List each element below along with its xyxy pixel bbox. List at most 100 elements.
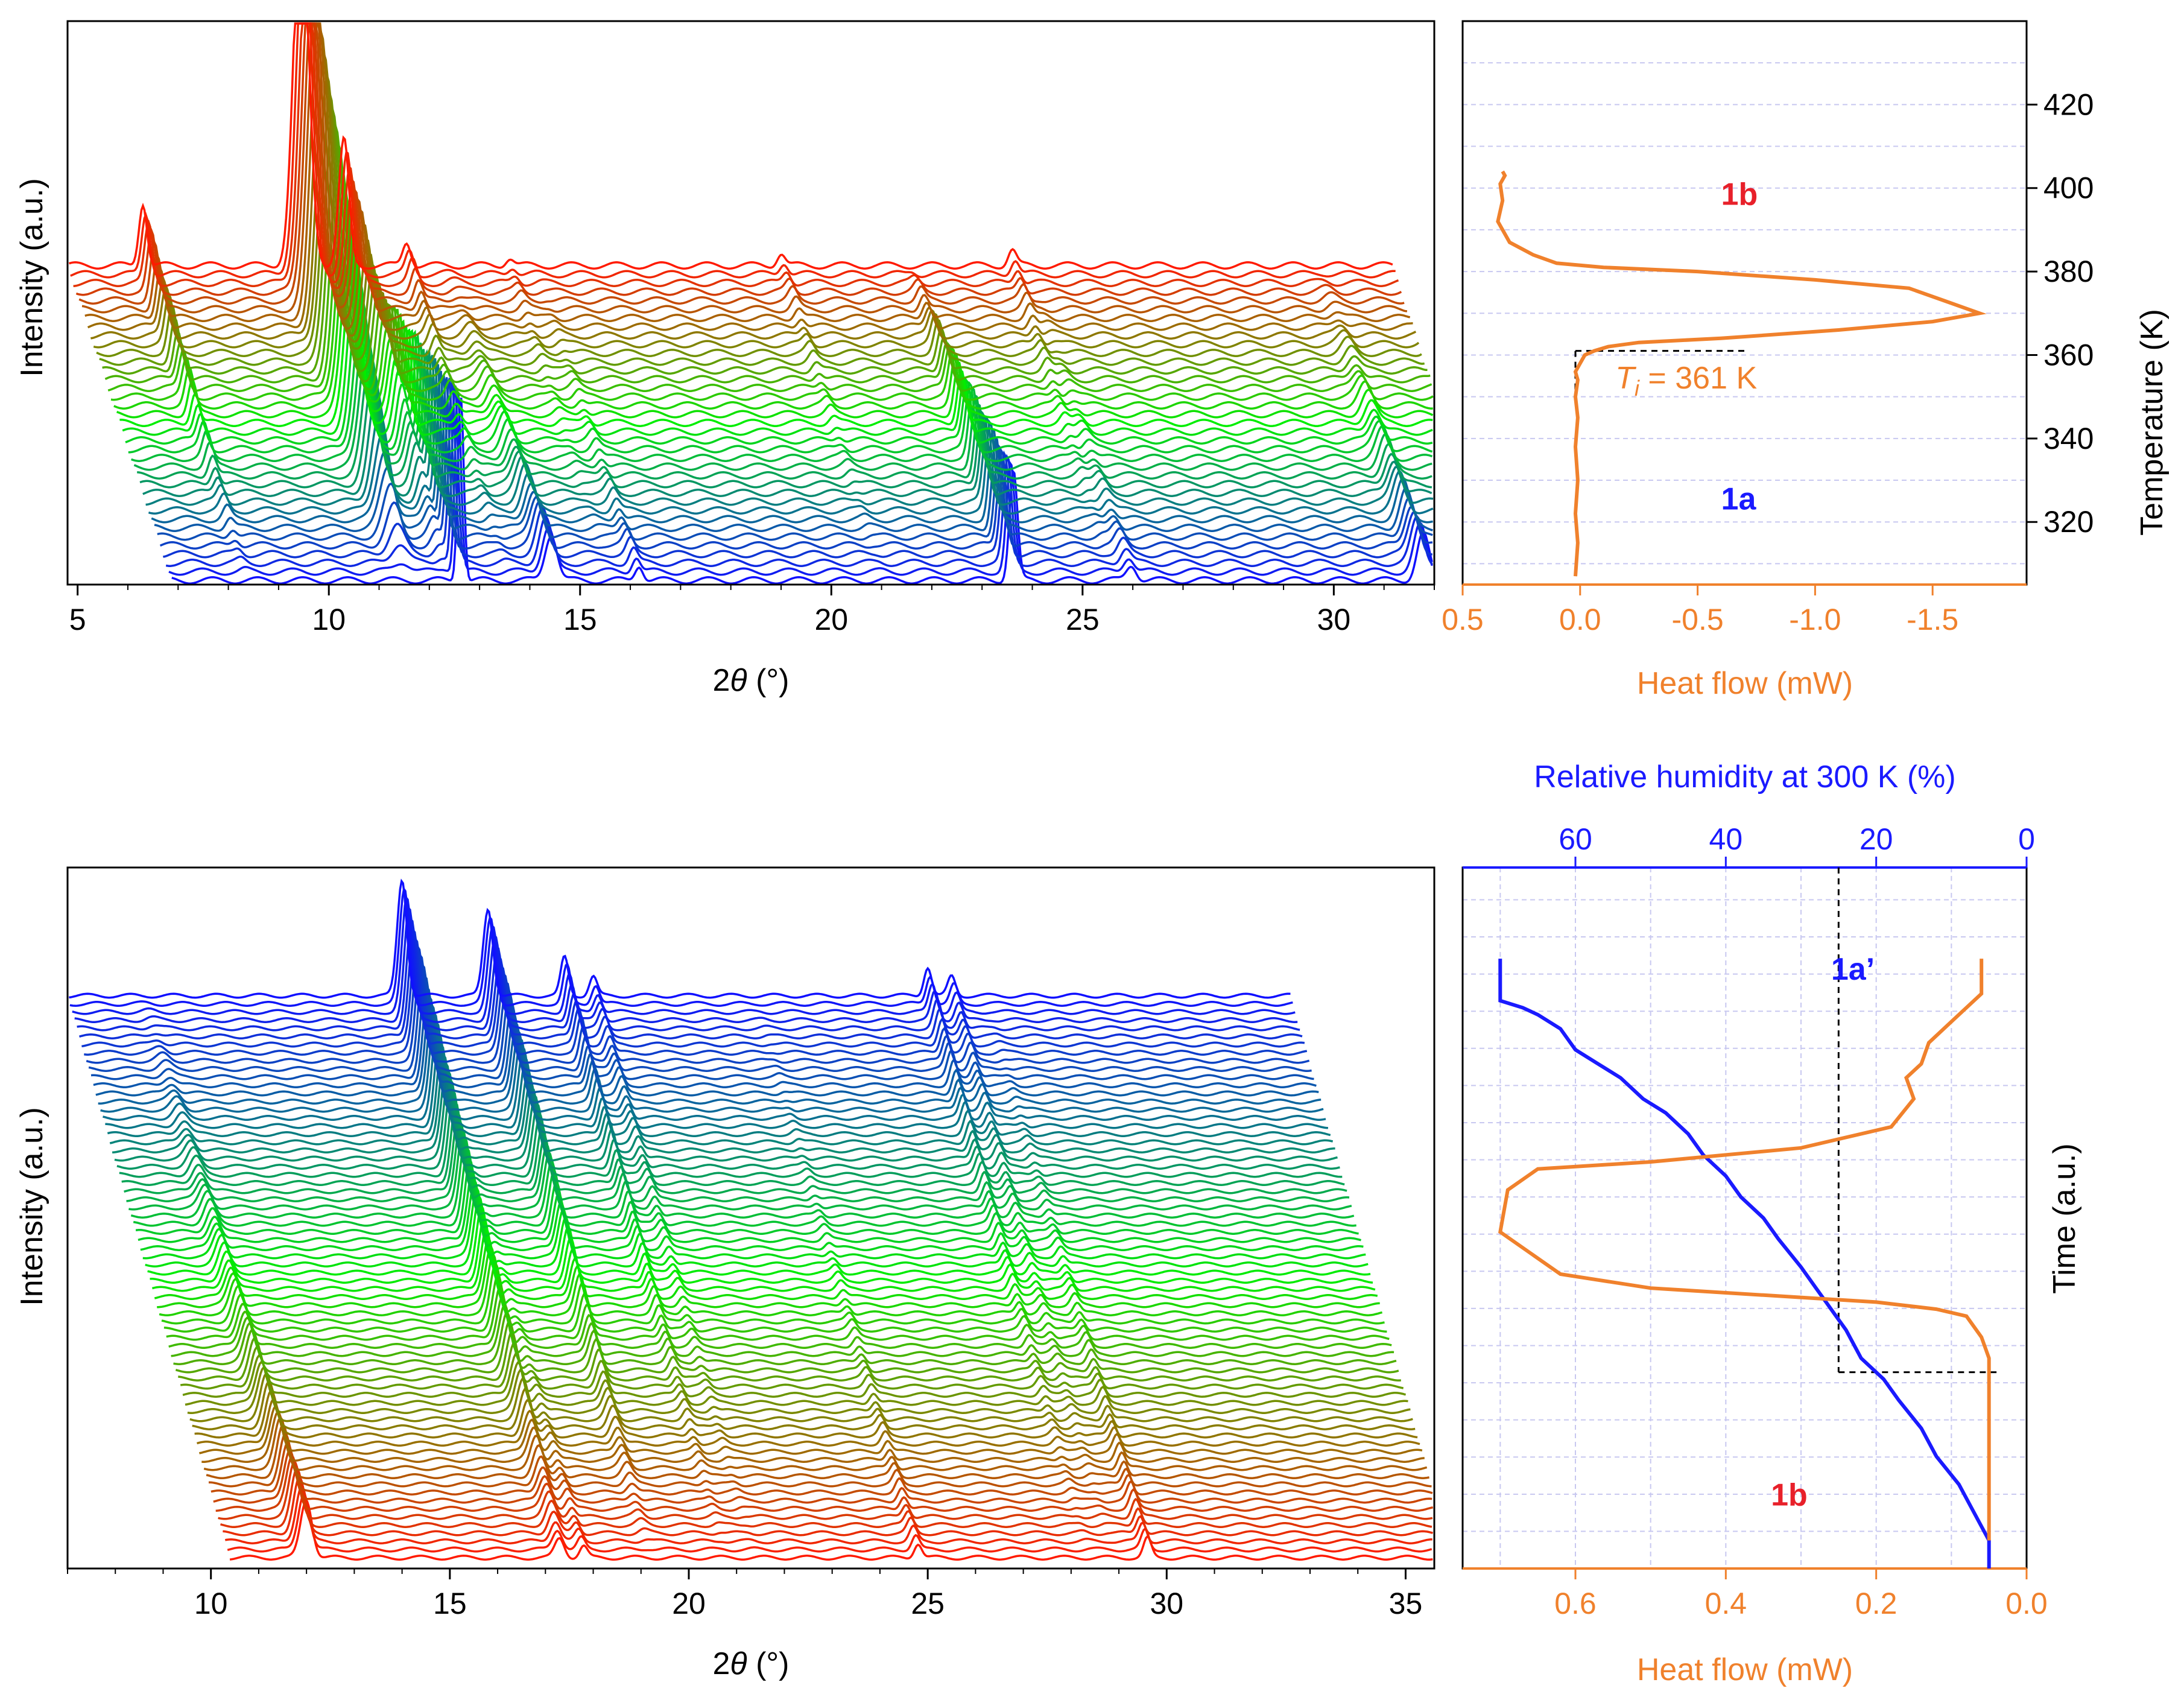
x-tick-label: -0.5 <box>1671 603 1723 636</box>
xrd-trace <box>121 1100 1345 1186</box>
xrd-trace <box>224 1485 1432 1544</box>
xrd-trace <box>220 1467 1432 1528</box>
annotation-label: Ti = 361 K <box>1615 361 1757 401</box>
humidity-curve <box>1498 959 1991 1569</box>
xrd-trace <box>154 1236 1378 1300</box>
xrd-trace <box>161 1261 1385 1325</box>
xrd-trace <box>182 1353 1407 1398</box>
xrd-trace <box>189 1372 1413 1423</box>
xrd-trace <box>126 1119 1350 1202</box>
bottom-xrd-panel: Intensity (a.u.) 10 15 20 25 30 35 2θ (°) <box>14 866 1435 1681</box>
xrd-trace <box>187 1366 1411 1414</box>
xrd-trace <box>116 222 1434 419</box>
x-tick-label: 0.2 <box>1855 1587 1898 1620</box>
heat-flow-curve <box>1498 959 1991 1541</box>
top-xrd-xticks: 5 10 15 20 25 30 <box>69 585 1435 636</box>
bottom-dsc-xticks: 0.6 0.4 0.2 0.0 <box>1554 1569 2048 1620</box>
x-tick-label: 10 <box>194 1587 228 1620</box>
x-tick-label: 0.6 <box>1554 1587 1597 1620</box>
xrd-trace <box>113 205 1433 410</box>
bottom-xrd-frame <box>66 866 1435 1570</box>
y-tick-label: 320 <box>2043 505 2094 539</box>
xrd-trace <box>145 1194 1369 1267</box>
xrd-trace <box>78 22 1405 305</box>
xrd-trace <box>133 1146 1356 1227</box>
xrd-trace <box>90 51 1417 340</box>
xrd-trace <box>99 107 1425 366</box>
xrd-trace <box>107 163 1432 392</box>
xrd-trace <box>154 375 1433 532</box>
xrd-trace <box>175 1320 1399 1374</box>
xrd-trace <box>137 349 1432 480</box>
xrd-trace <box>88 963 1312 1072</box>
xrd-trace <box>201 1410 1425 1463</box>
x-tick-label: -1.0 <box>1789 603 1841 636</box>
xrd-trace <box>87 29 1413 331</box>
xrd-trace <box>95 995 1319 1097</box>
bottom-xrd-traces <box>69 878 1434 1561</box>
bottom-dsc-top-xlabel: Relative humidity at 300 K (%) <box>1534 760 1955 795</box>
x-tick-label: 20 <box>814 603 848 636</box>
xrd-trace <box>90 974 1314 1080</box>
top-x-tick-label: 20 <box>1860 822 1893 856</box>
xrd-trace <box>68 22 1393 270</box>
xrd-trace <box>119 1089 1343 1178</box>
xrd-trace <box>112 1061 1335 1153</box>
xrd-trace <box>163 1272 1387 1333</box>
xrd-trace <box>124 1111 1347 1194</box>
xrd-trace <box>147 1204 1371 1276</box>
top-dsc-ylabel: Temperature (K) <box>2135 309 2170 536</box>
xrd-trace <box>185 1360 1408 1406</box>
xrd-trace <box>151 370 1434 524</box>
xrd-trace <box>105 1032 1328 1129</box>
y-tick-label: 340 <box>2043 422 2094 455</box>
xrd-trace <box>148 364 1434 515</box>
x-tick-label: 25 <box>911 1587 945 1620</box>
top-x-tick-label: 0 <box>2018 822 2035 856</box>
xrd-trace <box>157 1245 1380 1308</box>
xrd-trace <box>206 1424 1429 1479</box>
top-dsc-xticks: 0.5 0.0 -0.5 -1.0 -1.5 <box>1442 585 1958 636</box>
top-xrd-ylabel: Intensity (a.u.) <box>14 178 49 376</box>
xrd-trace <box>194 1389 1418 1439</box>
y-tick-label: 420 <box>2043 87 2094 121</box>
x-tick-label: 5 <box>69 603 86 636</box>
xrd-trace <box>74 906 1298 1023</box>
annotation-label: 1b <box>1771 1477 1808 1512</box>
xrd-trace <box>79 928 1303 1039</box>
xrd-trace <box>102 124 1428 375</box>
xrd-trace <box>227 1493 1432 1553</box>
xrd-trace <box>72 895 1296 1015</box>
xrd-trace <box>192 1380 1416 1430</box>
top-dsc-panel: 0.5 0.0 -0.5 -1.0 -1.5 320 340 360 380 400 420 He… <box>1442 20 2170 701</box>
xrd-trace <box>151 1226 1376 1292</box>
xrd-trace <box>157 377 1433 541</box>
xrd-trace <box>100 1010 1324 1113</box>
xrd-trace <box>166 1284 1390 1341</box>
xrd-trace <box>145 358 1434 506</box>
xrd-trace <box>159 1252 1383 1316</box>
xrd-trace <box>98 1003 1321 1105</box>
bottom-xrd-xlabel: 2θ (°) <box>712 1646 789 1681</box>
annotation-label: 1a’ <box>1831 952 1875 987</box>
bottom-dsc-ylabel: Time (a.u.) <box>2047 1143 2082 1293</box>
xrd-trace <box>203 1416 1428 1471</box>
top-x-tick-label: 60 <box>1559 822 1592 856</box>
bottom-dsc-panel: 0.6 0.4 0.2 0.0 60 40 20 0 Relative humidity a… <box>1461 760 2082 1687</box>
xrd-trace <box>93 72 1420 349</box>
x-tick-label: 0.0 <box>1559 603 1601 636</box>
bottom-dsc-top-xticks: 60 40 20 0 <box>1559 822 2035 868</box>
xrd-trace <box>122 255 1433 436</box>
bottom-dsc-annotations: 1a’ 1b <box>1771 952 1875 1512</box>
top-xrd-panel: Intensity (a.u.) 5 10 15 20 25 30 2θ (°) <box>14 20 1435 698</box>
xrd-trace <box>135 1158 1359 1235</box>
xrd-trace <box>168 1295 1392 1349</box>
xrd-trace <box>114 1069 1338 1162</box>
top-dsc-curve <box>1496 170 1987 577</box>
xrd-trace <box>107 1043 1331 1137</box>
bottom-xrd-ylabel: Intensity (a.u.) <box>14 1107 49 1305</box>
xrd-trace <box>162 380 1432 559</box>
annotation-label: 1a <box>1721 481 1757 516</box>
top-dsc-yticks: 320 340 360 380 400 420 <box>2027 87 2094 539</box>
x-tick-label: 15 <box>563 603 597 636</box>
